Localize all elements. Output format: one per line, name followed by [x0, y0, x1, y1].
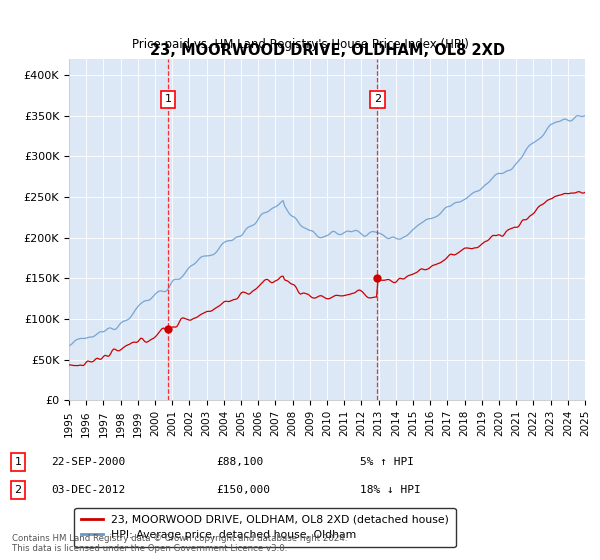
Legend: 23, MOORWOOD DRIVE, OLDHAM, OL8 2XD (detached house), HPI: Average price, detach: 23, MOORWOOD DRIVE, OLDHAM, OL8 2XD (det…	[74, 508, 455, 547]
Text: 2: 2	[374, 95, 381, 105]
Text: 2: 2	[14, 485, 22, 495]
Text: 1: 1	[164, 95, 172, 105]
Text: £150,000: £150,000	[216, 485, 270, 495]
Text: 5% ↑ HPI: 5% ↑ HPI	[360, 457, 414, 467]
Title: 23, MOORWOOD DRIVE, OLDHAM, OL8 2XD: 23, MOORWOOD DRIVE, OLDHAM, OL8 2XD	[149, 43, 505, 58]
Text: 03-DEC-2012: 03-DEC-2012	[51, 485, 125, 495]
Text: £88,100: £88,100	[216, 457, 263, 467]
Text: 1: 1	[14, 457, 22, 467]
Text: 22-SEP-2000: 22-SEP-2000	[51, 457, 125, 467]
Text: Contains HM Land Registry data © Crown copyright and database right 2024.
This d: Contains HM Land Registry data © Crown c…	[12, 534, 347, 553]
Text: Price paid vs. HM Land Registry's House Price Index (HPI): Price paid vs. HM Land Registry's House …	[131, 38, 469, 50]
Text: 18% ↓ HPI: 18% ↓ HPI	[360, 485, 421, 495]
